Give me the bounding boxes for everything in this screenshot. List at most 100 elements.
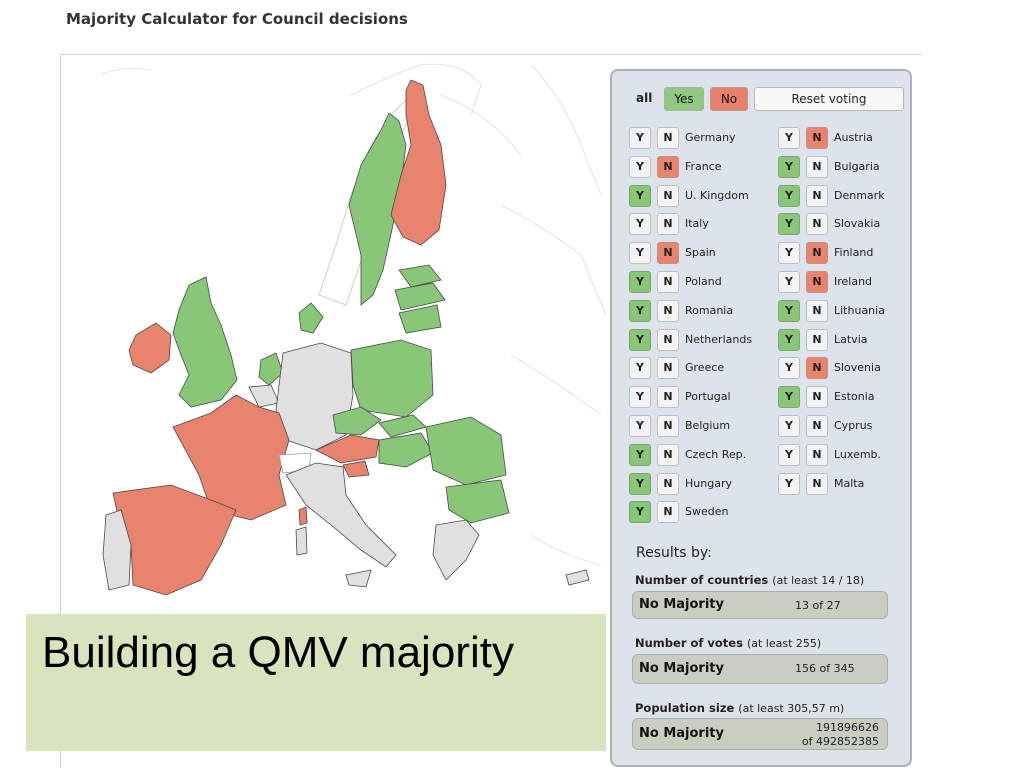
vote-yes-toggle[interactable]: Y (778, 299, 800, 322)
all-no-button[interactable]: No (710, 87, 748, 111)
vote-yes-toggle[interactable]: Y (778, 386, 800, 409)
map-greece[interactable] (432, 519, 480, 581)
map-austria[interactable] (315, 434, 380, 464)
map-finland[interactable] (390, 79, 447, 246)
country-name: Slovenia (834, 361, 881, 375)
vote-no-toggle[interactable]: N (657, 357, 679, 380)
map-netherlands[interactable] (258, 352, 284, 386)
vote-no-toggle[interactable]: N (806, 472, 828, 495)
vote-yes-toggle[interactable]: Y (629, 386, 651, 409)
map-czech[interactable] (332, 406, 382, 436)
vote-no-toggle[interactable]: N (806, 213, 828, 236)
vote-yes-toggle[interactable]: Y (778, 328, 800, 351)
map-estonia[interactable] (398, 264, 442, 288)
vote-yes-toggle[interactable]: Y (629, 271, 651, 293)
vote-yes-toggle[interactable]: Y (778, 472, 800, 495)
vote-yes-toggle[interactable]: Y (629, 501, 651, 524)
vote-yes-toggle[interactable]: Y (778, 155, 800, 178)
vote-yes-toggle[interactable]: Y (778, 184, 800, 207)
vote-yes-toggle[interactable]: Y (629, 357, 651, 380)
map-hungary[interactable] (378, 432, 434, 468)
map-sweden[interactable] (348, 112, 407, 306)
map-sardinia (295, 526, 308, 556)
vote-yes-toggle[interactable]: Y (629, 155, 651, 178)
vote-no-toggle[interactable]: N (657, 155, 679, 178)
country-name: Romania (685, 303, 734, 317)
map-poland[interactable] (350, 339, 434, 418)
population-value-line1: 191896626 (816, 721, 879, 734)
vote-yes-toggle[interactable]: Y (778, 415, 800, 437)
vote-no-toggle[interactable]: N (657, 213, 679, 236)
vote-no-toggle[interactable]: N (657, 184, 679, 207)
vote-yes-toggle[interactable]: Y (629, 242, 651, 265)
vote-no-toggle[interactable]: N (806, 328, 828, 351)
vote-no-toggle[interactable]: N (657, 242, 679, 265)
vote-yes-toggle[interactable]: Y (629, 328, 651, 351)
map-cyprus[interactable] (565, 569, 590, 586)
map-ireland[interactable] (128, 322, 172, 374)
vote-yes-toggle[interactable]: Y (629, 127, 651, 149)
vote-yes-toggle[interactable]: Y (629, 443, 651, 466)
map-italy[interactable] (285, 462, 397, 568)
vote-no-toggle[interactable]: N (806, 127, 828, 149)
country-name: Latvia (834, 332, 868, 346)
vote-no-toggle[interactable]: N (806, 386, 828, 409)
vote-no-toggle[interactable]: N (657, 271, 679, 293)
vote-yes-toggle[interactable]: Y (629, 415, 651, 437)
map-slovenia[interactable] (342, 460, 370, 478)
vote-no-toggle[interactable]: N (657, 299, 679, 322)
country-name: Denmark (834, 188, 885, 202)
map-bulgaria[interactable] (445, 479, 510, 524)
country-name: Czech Rep. (685, 447, 747, 461)
vote-no-toggle[interactable]: N (806, 299, 828, 322)
vote-no-toggle[interactable]: N (657, 472, 679, 495)
vote-no-toggle[interactable]: N (806, 155, 828, 178)
country-name: Spain (685, 246, 716, 260)
vote-no-toggle[interactable]: N (657, 328, 679, 351)
vote-no-toggle[interactable]: N (657, 386, 679, 409)
vote-no-toggle[interactable]: N (806, 242, 828, 265)
vote-yes-toggle[interactable]: Y (778, 213, 800, 236)
voting-panel: all Yes No Reset voting Y N Germany Y N Franc… (610, 69, 912, 767)
map-romania[interactable] (425, 416, 507, 486)
vote-yes-toggle[interactable]: Y (629, 184, 651, 207)
vote-yes-toggle[interactable]: Y (629, 213, 651, 236)
vote-yes-toggle[interactable]: Y (778, 357, 800, 380)
country-name: Austria (834, 131, 873, 144)
votes-threshold: (at least 255) (746, 637, 822, 650)
reset-voting-button[interactable]: Reset voting (754, 87, 904, 111)
vote-no-toggle[interactable]: N (806, 443, 828, 466)
countries-threshold: (at least 14 / 18) (772, 574, 865, 587)
vote-no-toggle[interactable]: N (657, 501, 679, 524)
country-name: Poland (685, 275, 722, 288)
map-denmark[interactable] (298, 302, 324, 334)
vote-no-toggle[interactable]: N (806, 415, 828, 437)
map-lithuania[interactable] (398, 304, 442, 334)
vote-yes-toggle[interactable]: Y (778, 127, 800, 149)
vote-no-toggle[interactable]: N (657, 443, 679, 466)
country-name: Italy (685, 217, 709, 231)
vote-yes-toggle[interactable]: Y (629, 299, 651, 322)
vote-no-toggle[interactable]: N (657, 127, 679, 149)
map-uk[interactable] (172, 276, 238, 408)
vote-yes-toggle[interactable]: Y (629, 472, 651, 495)
all-yes-button[interactable]: Yes (664, 87, 704, 111)
countries-result-box: No Majority 13 of 27 (632, 591, 888, 619)
countries-status: No Majority (639, 597, 724, 612)
votes-status: No Majority (639, 661, 724, 676)
vote-no-toggle[interactable]: N (657, 415, 679, 437)
population-threshold: (at least 305,57 m) (738, 702, 845, 715)
map-portugal[interactable] (102, 509, 132, 591)
population-metric-name: Population size (635, 701, 735, 715)
map-latvia[interactable] (394, 282, 446, 311)
countries-value: 13 of 27 (795, 599, 841, 612)
vote-no-toggle[interactable]: N (806, 357, 828, 380)
country-name: Ireland (834, 275, 873, 288)
vote-yes-toggle[interactable]: Y (778, 443, 800, 466)
vote-no-toggle[interactable]: N (806, 184, 828, 207)
vote-yes-toggle[interactable]: Y (778, 242, 800, 265)
vote-yes-toggle[interactable]: Y (778, 271, 800, 293)
map-germany[interactable] (275, 342, 354, 451)
countries-metric-label: Number of countries (at least 14 / 18) (635, 573, 864, 587)
vote-no-toggle[interactable]: N (806, 271, 828, 293)
